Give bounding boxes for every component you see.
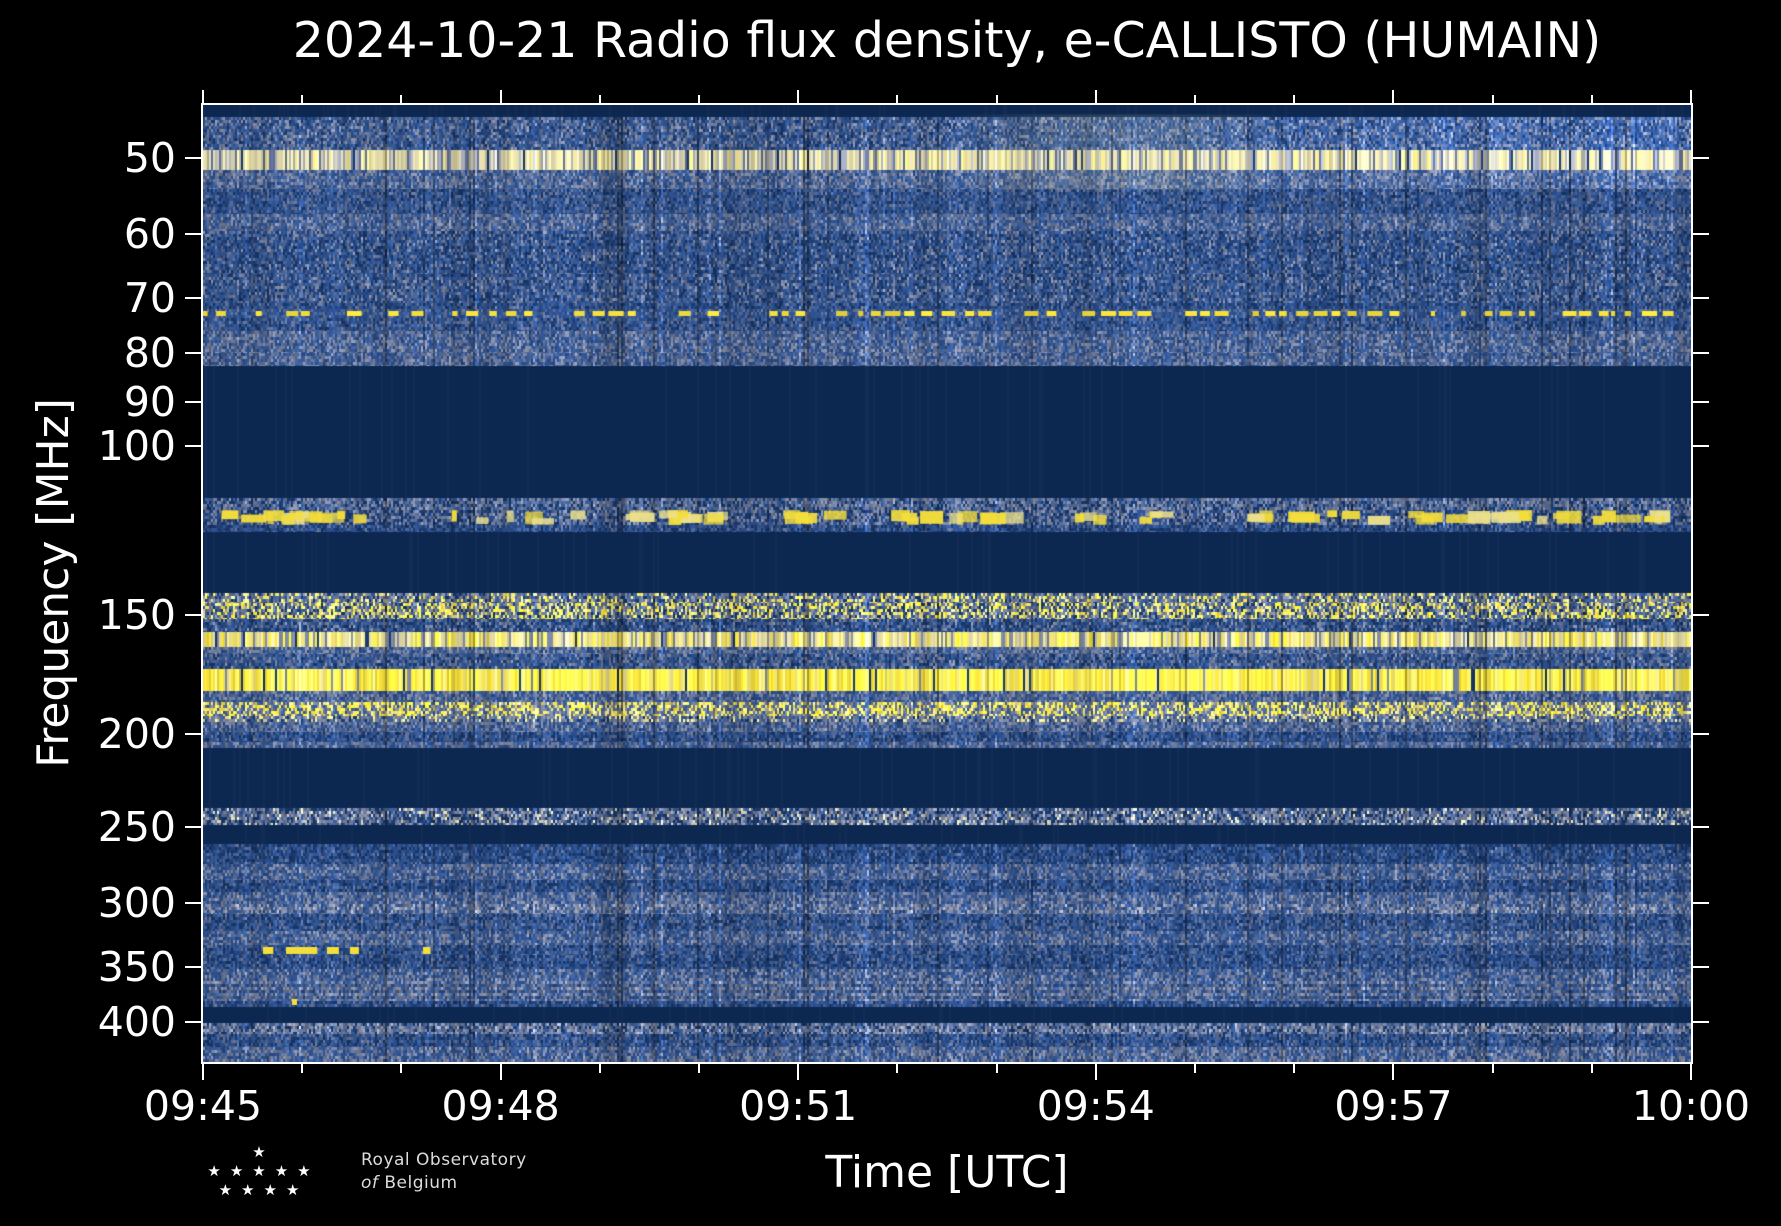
x-minor-tick-top xyxy=(1491,95,1494,103)
y-major-tick-right xyxy=(1693,733,1709,736)
y-tick-label: 90 xyxy=(123,378,176,427)
y-tick-label: 70 xyxy=(123,273,176,322)
y-major-tick-left xyxy=(185,352,201,355)
x-minor-tick xyxy=(1590,1064,1593,1073)
y-tick-label: 200 xyxy=(97,710,176,759)
y-tick-label: 300 xyxy=(97,878,176,927)
y-major-tick-left xyxy=(185,826,201,829)
y-major-tick-right xyxy=(1693,901,1709,904)
x-minor-tick-top xyxy=(896,95,899,103)
x-major-tick-top xyxy=(202,90,204,103)
x-axis-label: Time [UTC] xyxy=(825,1147,1069,1198)
x-minor-tick xyxy=(1194,1064,1196,1073)
y-major-tick-left xyxy=(185,445,201,448)
star-icon: ★ xyxy=(297,1162,311,1180)
y-major-tick-right xyxy=(1693,401,1709,404)
x-major-tick-top xyxy=(1392,90,1395,103)
star-icon: ★ xyxy=(252,1143,266,1161)
observatory-logo: ★ ★ ★ ★ ★ ★ ★ ★ ★ ★ Royal Observatory of Belgium xyxy=(183,1143,527,1200)
x-tick-label: 09:54 xyxy=(1036,1082,1155,1130)
y-tick-label: 60 xyxy=(123,209,176,258)
x-minor-tick-top xyxy=(400,95,403,103)
x-minor-tick xyxy=(301,1064,304,1073)
x-major-tick-top xyxy=(1690,90,1692,103)
y-major-tick-right xyxy=(1693,965,1709,968)
x-minor-tick xyxy=(896,1064,899,1073)
x-tick-label: 10:00 xyxy=(1631,1082,1751,1130)
logo-stars: ★ ★ ★ ★ ★ ★ ★ ★ ★ ★ xyxy=(183,1143,335,1200)
y-tick-label: 150 xyxy=(97,590,176,639)
star-icon: ★ xyxy=(218,1181,233,1199)
x-major-tick xyxy=(202,1064,204,1080)
y-tick-label: 50 xyxy=(123,134,176,183)
x-major-tick xyxy=(499,1064,502,1080)
x-minor-tick-top xyxy=(301,95,304,103)
spectrogram-heatmap xyxy=(203,105,1691,1062)
logo-star-row: ★ ★ ★ ★ xyxy=(219,1181,300,1200)
y-major-tick-left xyxy=(185,733,201,736)
y-major-tick-right xyxy=(1693,232,1709,235)
x-minor-tick xyxy=(1293,1064,1296,1073)
star-icon: ★ xyxy=(241,1181,255,1199)
y-major-tick-left xyxy=(185,901,201,904)
logo-star-row: ★ ★ ★ ★ ★ xyxy=(207,1162,310,1181)
logo-text-belgium: Belgium xyxy=(384,1172,458,1193)
x-major-tick-top xyxy=(499,90,502,103)
logo-text: Royal Observatory of Belgium xyxy=(361,1149,527,1195)
star-icon: ★ xyxy=(274,1162,289,1180)
logo-star-row: ★ xyxy=(252,1143,265,1162)
x-tick-label: 09:51 xyxy=(739,1082,858,1130)
x-minor-tick-top xyxy=(1590,95,1593,103)
x-major-tick xyxy=(797,1064,800,1080)
x-minor-tick-top xyxy=(698,95,700,103)
x-minor-tick xyxy=(400,1064,403,1073)
star-icon: ★ xyxy=(285,1181,300,1199)
x-minor-tick-top xyxy=(598,95,601,103)
y-major-tick-left xyxy=(185,401,201,404)
y-tick-label: 400 xyxy=(97,998,176,1047)
y-major-tick-right xyxy=(1693,826,1709,829)
x-tick-label: 09:45 xyxy=(143,1082,263,1130)
y-major-tick-right xyxy=(1693,296,1709,299)
star-icon: ★ xyxy=(207,1162,221,1180)
y-tick-label: 250 xyxy=(97,803,176,852)
y-major-tick-left xyxy=(185,157,201,160)
x-minor-tick-top xyxy=(1293,95,1296,103)
logo-text-line1: Royal Observatory xyxy=(361,1149,527,1170)
y-major-tick-right xyxy=(1693,352,1709,355)
y-tick-label: 350 xyxy=(97,942,176,991)
chart-title: 2024-10-21 Radio flux density, e-CALLIST… xyxy=(292,12,1602,69)
y-major-tick-right xyxy=(1693,1021,1709,1024)
x-minor-tick-top xyxy=(995,95,998,103)
star-icon: ★ xyxy=(252,1162,266,1180)
x-minor-tick xyxy=(598,1064,601,1073)
logo-text-of: of xyxy=(361,1172,379,1193)
y-major-tick-left xyxy=(185,965,201,968)
x-minor-tick xyxy=(1491,1064,1494,1073)
x-minor-tick xyxy=(995,1064,998,1073)
y-major-tick-left xyxy=(185,296,201,299)
x-major-tick-top xyxy=(797,90,800,103)
logo-text-line2: of Belgium xyxy=(361,1172,527,1195)
y-axis-label: Frequency [MHz] xyxy=(28,398,79,768)
y-major-tick-right xyxy=(1693,157,1709,160)
star-icon: ★ xyxy=(263,1181,277,1199)
x-major-tick xyxy=(1690,1064,1692,1080)
x-major-tick-top xyxy=(1094,90,1097,103)
y-tick-label: 80 xyxy=(123,329,176,378)
y-major-tick-left xyxy=(185,1021,201,1024)
x-minor-tick xyxy=(698,1064,700,1073)
star-icon: ★ xyxy=(229,1162,244,1180)
x-major-tick xyxy=(1094,1064,1097,1080)
y-tick-label: 100 xyxy=(97,422,176,471)
y-major-tick-right xyxy=(1693,445,1709,448)
x-tick-label: 09:57 xyxy=(1334,1082,1453,1130)
x-tick-label: 09:48 xyxy=(441,1082,560,1130)
y-major-tick-left xyxy=(185,232,201,235)
x-major-tick xyxy=(1392,1064,1395,1080)
x-minor-tick-top xyxy=(1194,95,1196,103)
y-major-tick-right xyxy=(1693,613,1709,616)
y-major-tick-left xyxy=(185,613,201,616)
